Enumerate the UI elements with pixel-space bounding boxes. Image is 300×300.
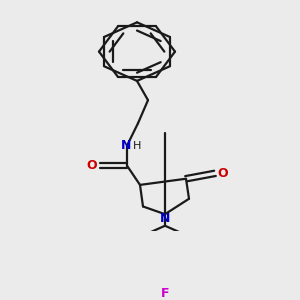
- Text: O: O: [218, 167, 228, 180]
- Text: F: F: [161, 287, 169, 300]
- Text: H: H: [133, 141, 141, 151]
- Text: O: O: [87, 159, 97, 172]
- Text: N: N: [121, 139, 131, 152]
- Text: N: N: [160, 212, 170, 224]
